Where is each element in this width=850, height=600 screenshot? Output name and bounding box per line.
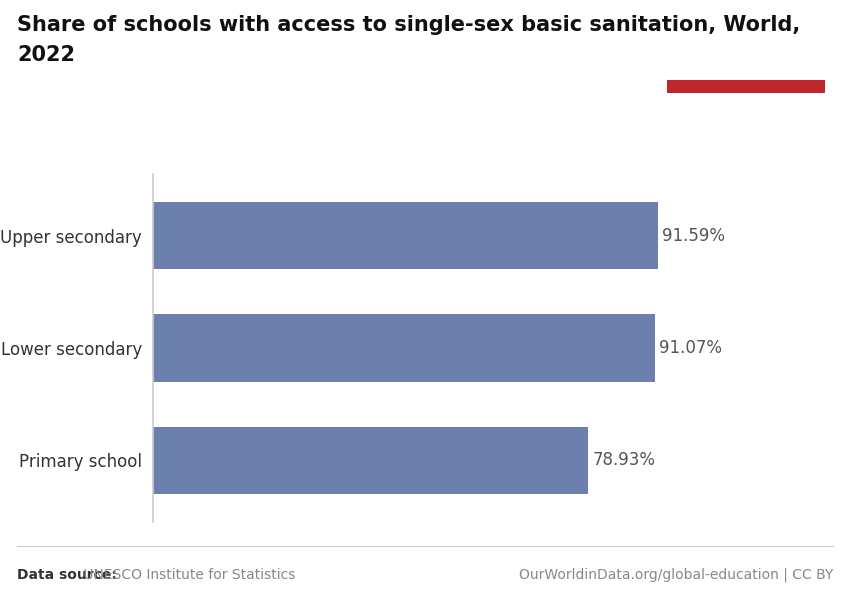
Text: Share of schools with access to single-sex basic sanitation, World,: Share of schools with access to single-s… xyxy=(17,15,800,35)
Bar xyxy=(153,427,588,494)
Text: UNESCO Institute for Statistics: UNESCO Institute for Statistics xyxy=(79,568,296,582)
FancyBboxPatch shape xyxy=(667,79,824,93)
Text: 78.93%: 78.93% xyxy=(592,451,655,469)
Bar xyxy=(153,314,654,382)
Bar xyxy=(153,202,658,269)
Text: Data source:: Data source: xyxy=(17,568,116,582)
Text: in Data: in Data xyxy=(717,52,774,65)
Text: Our World: Our World xyxy=(706,30,785,44)
Text: OurWorldinData.org/global-education | CC BY: OurWorldinData.org/global-education | CC… xyxy=(518,568,833,582)
Text: 91.59%: 91.59% xyxy=(662,227,725,245)
Text: 2022: 2022 xyxy=(17,45,75,65)
Text: 91.07%: 91.07% xyxy=(659,339,722,357)
